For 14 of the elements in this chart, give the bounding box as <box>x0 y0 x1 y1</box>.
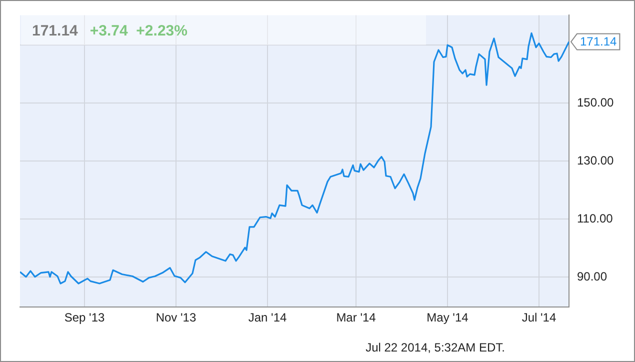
x-tick-label: Sep '13 <box>64 310 105 325</box>
x-tick-label: May '14 <box>426 310 469 325</box>
x-tick-label: Mar '14 <box>336 310 376 325</box>
x-tick-label: Jan '14 <box>248 310 287 325</box>
y-tick-label: 90.00 <box>577 269 608 284</box>
y-tick-label: 110.00 <box>577 211 614 226</box>
x-tick-label: Nov '13 <box>156 310 196 325</box>
text: 171.14 <box>32 22 79 40</box>
y-tick-label: 150.00 <box>577 95 614 110</box>
y-tick-label: 130.00 <box>577 153 614 168</box>
text: +3.74 +2.23% <box>90 22 188 40</box>
annotation: 171.14 <box>580 34 618 49</box>
text: Jul 22 2014, 5:32AM EDT. <box>366 340 505 354</box>
x-tick-label: Jul '14 <box>522 310 556 325</box>
